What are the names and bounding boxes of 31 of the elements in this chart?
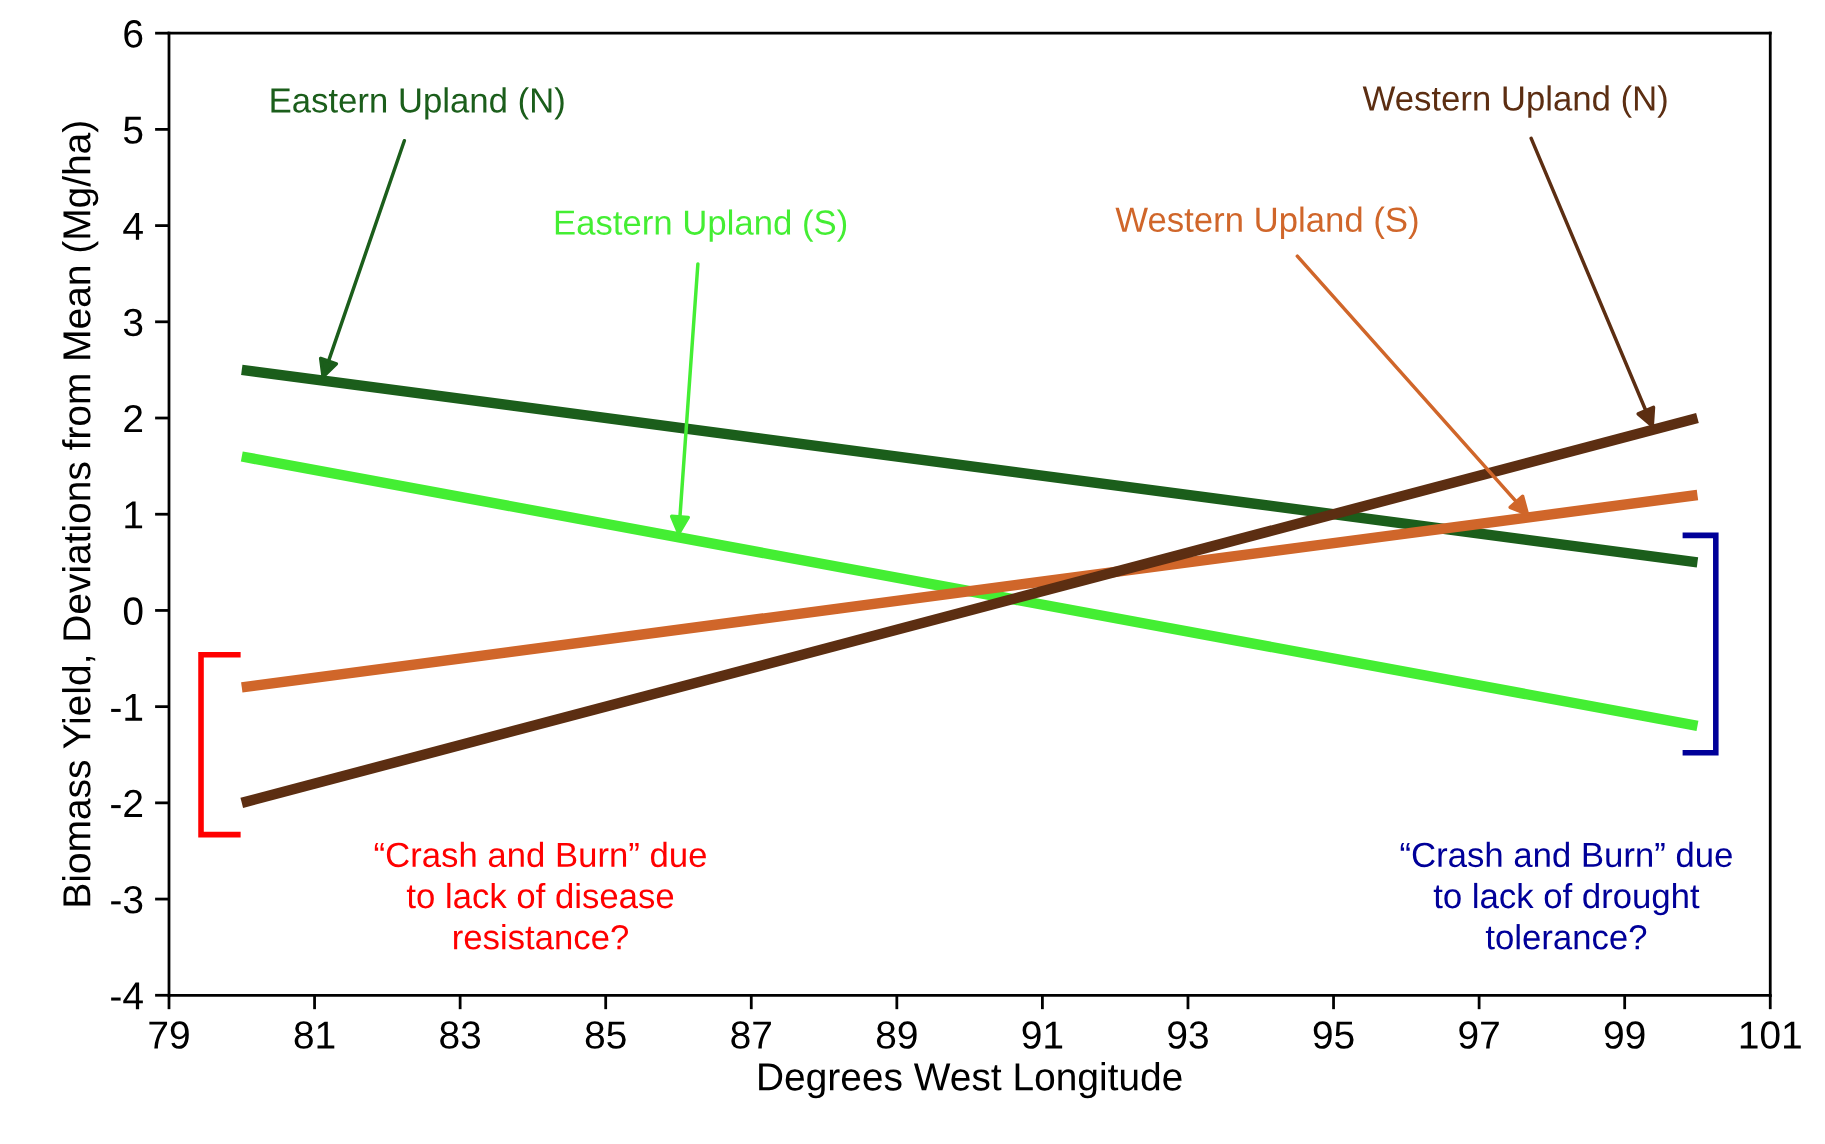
x-tick-label: 95 xyxy=(1313,1021,1354,1049)
y-tick-label: 3 xyxy=(123,308,143,337)
x-tick-label: 91 xyxy=(1022,1021,1063,1049)
text: Eastern Upland (N) xyxy=(271,87,564,120)
text: Eastern Upland (S) xyxy=(555,209,847,242)
x-tick-label: 85 xyxy=(585,1021,626,1049)
x-tick-label: 97 xyxy=(1459,1021,1499,1049)
x-tick-label: 93 xyxy=(1168,1021,1208,1049)
y-tick-label: 6 xyxy=(124,20,143,48)
x-axis-title: Degrees West Longitude xyxy=(759,1062,1182,1099)
y-tick-label: -1 xyxy=(111,693,143,721)
y-tick-label: -4 xyxy=(111,982,143,1010)
x-tick-label: 99 xyxy=(1604,1021,1645,1049)
text: Western Upland (S) xyxy=(1115,206,1418,239)
y-tick-label: 5 xyxy=(123,116,143,144)
annotation: “Crash and Burn” due to lack of drought tolerance? xyxy=(1400,841,1732,950)
x-tick-label: 79 xyxy=(149,1021,189,1049)
annotation: “Crash and Burn” due to lack of disease resistance? xyxy=(374,841,706,950)
y-tick-label: 0 xyxy=(123,597,143,625)
y-axis-title: Biomass Yield, Deviations from Mean (Mg/ha) xyxy=(62,122,99,906)
x-tick-label: 83 xyxy=(440,1021,481,1049)
y-tick-label: 4 xyxy=(123,212,143,240)
x-tick-label: 81 xyxy=(294,1021,335,1049)
y-tick-label: -2 xyxy=(111,789,143,817)
y-tick-label: -3 xyxy=(111,886,143,914)
y-tick-label: 2 xyxy=(124,404,143,433)
text: Western Upland (N) xyxy=(1362,85,1667,118)
x-tick-label: 89 xyxy=(876,1021,917,1049)
x-tick-label: 87 xyxy=(731,1021,771,1049)
x-tick-label: 101 xyxy=(1740,1021,1801,1049)
y-tick-label: 1 xyxy=(125,501,143,529)
